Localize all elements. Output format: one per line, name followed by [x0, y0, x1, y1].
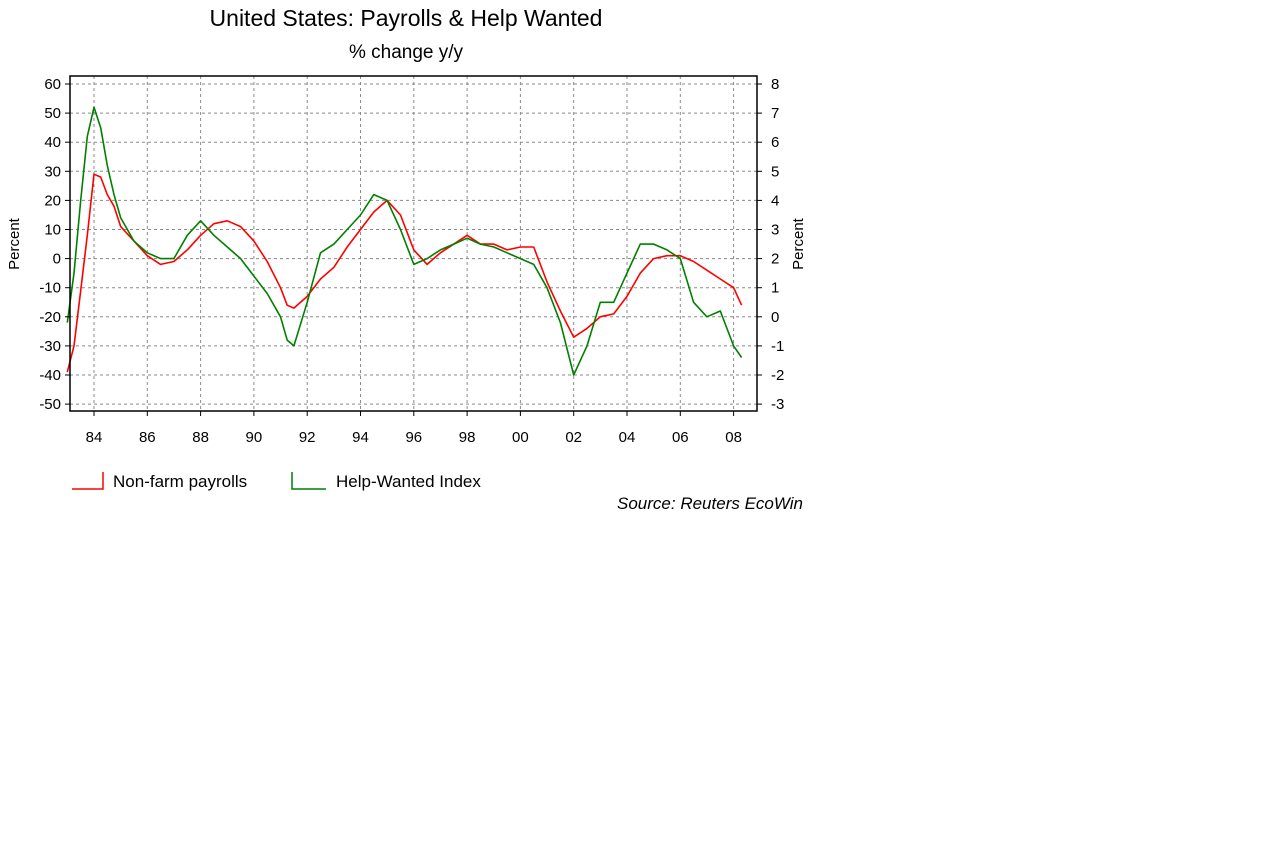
legend-label-non-farm-payrolls: Non-farm payrolls: [113, 472, 247, 491]
x-tick-label: 90: [246, 429, 263, 446]
y-right-tick-label: 4: [771, 192, 779, 209]
y-axis-left-label: Percent: [6, 217, 23, 270]
x-tick-label: 02: [565, 429, 582, 446]
y-left-tick-label: 60: [44, 76, 61, 93]
x-tick-label: 98: [459, 429, 476, 446]
y-left-tick-label: -20: [39, 309, 61, 326]
axis-ticks: 6050403020100-10-20-30-40-50876543210-1-…: [39, 76, 784, 446]
y-right-tick-label: 1: [771, 280, 779, 297]
y-left-tick-label: 20: [44, 192, 61, 209]
legend: Non-farm payrolls Help-Wanted Index: [72, 472, 481, 491]
series-lines: [66, 106, 743, 376]
y-right-tick-label: 8: [771, 76, 779, 93]
x-tick-label: 04: [619, 429, 636, 446]
chart-title: United States: Payrolls & Help Wanted: [210, 5, 603, 31]
y-left-tick-label: 50: [44, 105, 61, 122]
y-right-tick-label: 0: [771, 309, 779, 326]
y-left-tick-label: 0: [53, 251, 61, 268]
x-tick-label: 96: [405, 429, 422, 446]
x-tick-label: 06: [672, 429, 689, 446]
y-right-tick-label: 6: [771, 134, 779, 151]
x-tick-label: 00: [512, 429, 529, 446]
series-line-non-farm-payrolls: [66, 173, 743, 373]
x-tick-label: 84: [86, 429, 103, 446]
x-tick-label: 94: [352, 429, 369, 446]
grid-lines: [70, 76, 757, 411]
source-note: Source: Reuters EcoWin: [617, 494, 803, 513]
x-tick-label: 92: [299, 429, 316, 446]
y-left-tick-label: -30: [39, 338, 61, 355]
series-line-help-wanted-index: [66, 106, 743, 376]
x-tick-label: 86: [139, 429, 156, 446]
y-right-tick-label: 5: [771, 163, 779, 180]
y-axis-right-label: Percent: [790, 217, 807, 270]
y-left-tick-label: 10: [44, 222, 61, 239]
y-right-tick-label: 7: [771, 105, 779, 122]
chart-subtitle: % change y/y: [349, 42, 464, 63]
y-left-tick-label: -10: [39, 280, 61, 297]
y-right-tick-label: -1: [771, 338, 784, 355]
legend-swatch-non-farm-payrolls: [72, 472, 104, 490]
y-right-tick-label: -2: [771, 367, 784, 384]
y-left-tick-label: 40: [44, 134, 61, 151]
y-right-tick-label: -3: [771, 396, 784, 413]
y-left-tick-label: 30: [44, 163, 61, 180]
legend-label-help-wanted-index: Help-Wanted Index: [336, 472, 481, 491]
x-tick-label: 88: [192, 429, 209, 446]
x-tick-label: 08: [725, 429, 742, 446]
y-left-tick-label: -50: [39, 396, 61, 413]
y-right-tick-label: 2: [771, 251, 779, 268]
y-right-tick-label: 3: [771, 222, 779, 239]
legend-swatch-help-wanted-index: [291, 472, 326, 490]
y-left-tick-label: -40: [39, 367, 61, 384]
